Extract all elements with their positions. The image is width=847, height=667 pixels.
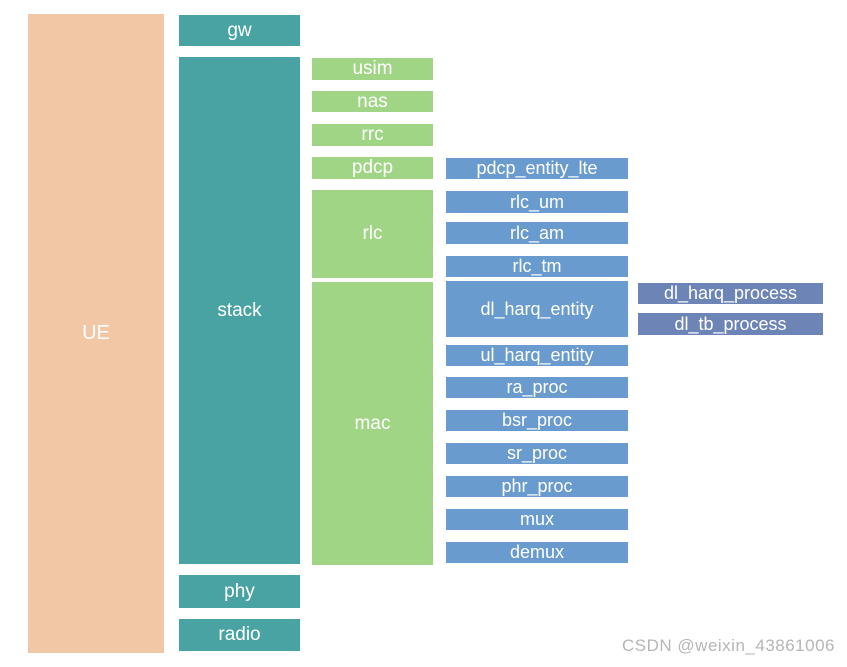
pdcp-label: pdcp	[351, 157, 394, 178]
stack-label: stack	[217, 299, 262, 321]
block-bsr-proc: bsr_proc	[446, 410, 628, 431]
usim-label: usim	[352, 58, 393, 79]
block-pdcp: pdcp	[312, 157, 433, 179]
block-mac: mac	[312, 282, 433, 565]
block-nas: nas	[312, 91, 433, 112]
block-usim: usim	[312, 58, 433, 80]
ra-proc-label: ra_proc	[506, 377, 568, 397]
dl-harq-process-label: dl_harq_process	[663, 283, 798, 303]
block-mux: mux	[446, 509, 628, 530]
block-dl-harq-entity: dl_harq_entity	[446, 281, 628, 337]
rrc-label: rrc	[361, 124, 384, 145]
ul-harq-entity-label: ul_harq_entity	[480, 345, 594, 365]
phr-proc-label: phr_proc	[501, 476, 573, 496]
block-phy: phy	[179, 575, 300, 608]
block-gw: gw	[179, 15, 300, 46]
block-rrc: rrc	[312, 124, 433, 146]
rlc-tm-label: rlc_tm	[512, 256, 562, 276]
rlc-um-label: rlc_um	[509, 191, 564, 212]
block-demux: demux	[446, 542, 628, 563]
block-radio: radio	[179, 619, 300, 651]
block-ul-harq-entity: ul_harq_entity	[446, 345, 628, 366]
radio-label: radio	[218, 624, 261, 645]
sr-proc-label: sr_proc	[506, 443, 568, 463]
block-dl-tb-process: dl_tb_process	[638, 313, 823, 335]
phy-label: phy	[224, 580, 255, 602]
demux-label: demux	[509, 542, 565, 562]
bsr-proc-label: bsr_proc	[501, 410, 573, 430]
dl-tb-process-label: dl_tb_process	[674, 313, 787, 334]
block-rlc-am: rlc_am	[446, 222, 628, 244]
ue-label: UE	[82, 322, 110, 344]
block-rlc-um: rlc_um	[446, 191, 628, 213]
dl-harq-entity-label: dl_harq_entity	[480, 298, 594, 319]
block-rlc-tm: rlc_tm	[446, 256, 628, 277]
block-phr-proc: phr_proc	[446, 476, 628, 497]
rlc-label: rlc	[362, 223, 383, 244]
block-pdcp-entity-lte: pdcp_entity_lte	[446, 158, 628, 179]
pdcp-entity-lte-label: pdcp_entity_lte	[476, 158, 598, 178]
nas-label: nas	[357, 90, 388, 112]
block-ra-proc: ra_proc	[446, 377, 628, 398]
mux-label: mux	[519, 509, 554, 529]
rlc-am-label: rlc_am	[509, 222, 564, 243]
block-ue: UE	[28, 14, 164, 653]
block-dl-harq-process: dl_harq_process	[638, 283, 823, 304]
csdn-watermark: CSDN @weixin_43861006	[622, 636, 835, 655]
block-rlc: rlc	[312, 190, 433, 278]
block-stack: stack	[179, 57, 300, 564]
gw-label: gw	[227, 19, 252, 41]
block-sr-proc: sr_proc	[446, 443, 628, 464]
mac-label: mac	[354, 412, 391, 434]
